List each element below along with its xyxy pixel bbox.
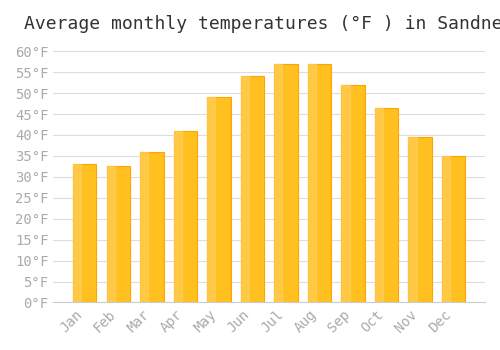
Bar [140, 152, 148, 302]
Bar [342, 85, 349, 302]
Bar [408, 137, 432, 302]
Title: Average monthly temperatures (°F ) in Sandnes: Average monthly temperatures (°F ) in Sa… [24, 15, 500, 33]
Bar [174, 131, 182, 302]
Bar [308, 64, 331, 302]
Bar [442, 156, 450, 302]
Bar [240, 76, 264, 302]
Bar [73, 164, 96, 302]
Bar [73, 164, 81, 302]
Bar [106, 166, 130, 302]
Bar [207, 97, 216, 302]
Bar [274, 64, 282, 302]
Bar [274, 64, 297, 302]
Bar [106, 166, 114, 302]
Bar [207, 97, 231, 302]
Bar [442, 156, 466, 302]
Bar [375, 108, 398, 302]
Bar [174, 131, 197, 302]
Bar [408, 137, 416, 302]
Bar [308, 64, 316, 302]
Bar [375, 108, 383, 302]
Bar [240, 76, 249, 302]
Bar [342, 85, 365, 302]
Bar [140, 152, 164, 302]
